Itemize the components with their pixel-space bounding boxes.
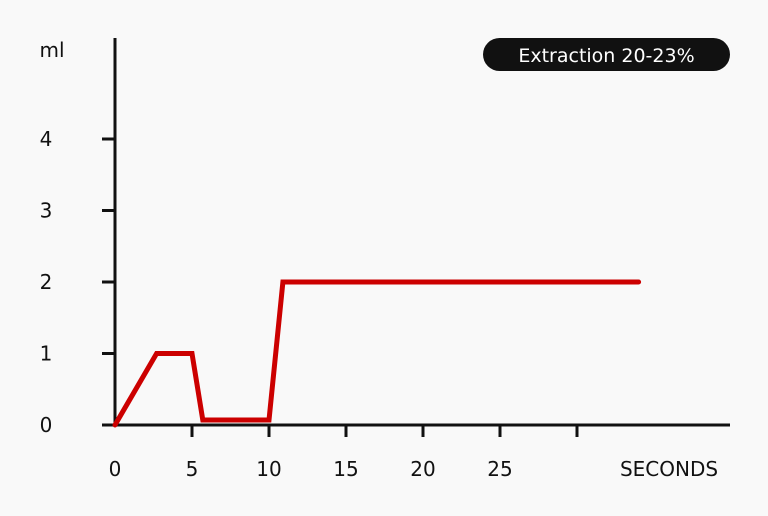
y-tick-label-4: 4 [40, 127, 53, 151]
y-tick-label-2: 2 [40, 270, 53, 294]
x-tick-label-15: 15 [333, 457, 358, 481]
y-tick-label-3: 3 [40, 199, 53, 223]
y-tick-label-1: 1 [40, 342, 53, 366]
axes [113, 38, 730, 427]
badge-background [483, 38, 730, 71]
x-tick-label-20: 20 [410, 457, 435, 481]
badge-text: Extraction 20-23% [518, 45, 694, 67]
x-tick-label-0: 0 [109, 457, 122, 481]
extraction-badge: Extraction 20-23% [483, 38, 730, 71]
x-axis-label: SECONDS [620, 457, 718, 481]
series [112, 279, 642, 428]
tick-marks [102, 137, 579, 437]
x-tick-label-5: 5 [186, 457, 199, 481]
tick-labels: 0 1 2 3 4 0 5 10 15 20 25 [40, 127, 513, 481]
series-line-0 [112, 279, 642, 428]
x-tick-label-25: 25 [487, 457, 512, 481]
x-tick-label-10: 10 [256, 457, 281, 481]
y-tick-label-0: 0 [40, 413, 53, 437]
y-axis-label: ml [39, 38, 64, 62]
